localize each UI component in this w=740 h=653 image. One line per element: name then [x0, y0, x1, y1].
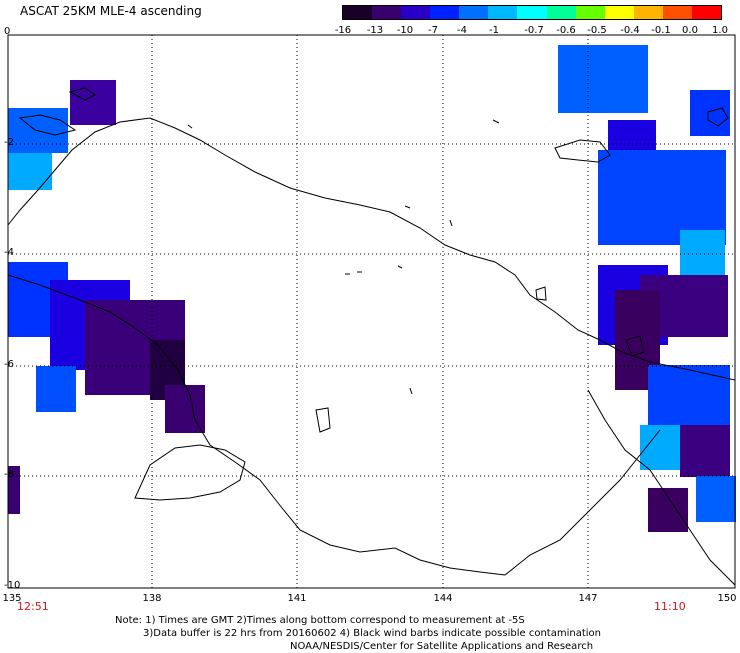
color-scale-bar: [342, 5, 722, 20]
note-line-3: NOAA/NESDIS/Center for Satellite Applica…: [290, 641, 594, 652]
wind-data-tiles: [8, 45, 736, 532]
color-scale-label: -13: [366, 25, 384, 36]
note-line-2: 3)Data buffer is 22 hrs from 20160602 4)…: [143, 628, 601, 639]
color-scale-swatch: [488, 6, 518, 19]
notes: Note: 1) Times are GMT 2)Times along bot…: [115, 614, 601, 653]
color-scale-label: 1.0: [712, 25, 728, 36]
lon-label: 150: [717, 593, 737, 604]
lon-label: 147: [578, 593, 598, 604]
color-scale-swatch: [575, 6, 605, 19]
color-scale-label: -0.6: [556, 25, 576, 36]
time-right: 11:10: [654, 600, 686, 613]
lon-label: 141: [287, 593, 307, 604]
lat-label: -4: [4, 247, 14, 258]
lat-label: -10: [4, 580, 21, 591]
color-scale-swatch: [459, 6, 489, 19]
map-frame: [7, 34, 736, 589]
color-scale-label: -4: [457, 25, 467, 36]
color-scale-label: -0.7: [524, 25, 544, 36]
color-scale-label: -1: [489, 25, 499, 36]
color-scale-swatch: [372, 6, 402, 19]
lon-label: 138: [142, 593, 162, 604]
color-scale-swatch: [430, 6, 460, 19]
coastline: [7, 87, 736, 586]
color-scale-label: -0.1: [651, 25, 671, 36]
time-left: 12:51: [17, 600, 49, 613]
color-scale-swatch: [343, 6, 373, 19]
map-title: ASCAT 25KM MLE-4 ascending: [20, 4, 202, 18]
color-scale-swatch: [691, 6, 722, 19]
lat-label: 0: [4, 26, 11, 37]
lon-label: 144: [433, 593, 453, 604]
lon-label: 135: [2, 593, 22, 604]
color-scale-swatch: [604, 6, 634, 19]
color-scale-label: 0.0: [682, 25, 698, 36]
color-scale-label: -16: [334, 25, 352, 36]
color-scale-swatch: [662, 6, 692, 19]
color-scale-label: -0.5: [587, 25, 607, 36]
color-scale-label: -0.4: [620, 25, 640, 36]
color-scale-swatch: [401, 6, 431, 19]
color-scale-label: -7: [428, 25, 438, 36]
color-scale-label: -10: [396, 25, 414, 36]
color-scale-swatch: [517, 6, 547, 19]
lat-label: -6: [4, 359, 14, 370]
lat-label: -8: [4, 469, 14, 480]
note-line-1: Note: 1) Times are GMT 2)Times along bot…: [115, 615, 525, 626]
graticule: [8, 35, 735, 588]
color-scale-swatch: [546, 6, 576, 19]
lat-label: -2: [4, 137, 14, 148]
color-scale-swatch: [633, 6, 663, 19]
